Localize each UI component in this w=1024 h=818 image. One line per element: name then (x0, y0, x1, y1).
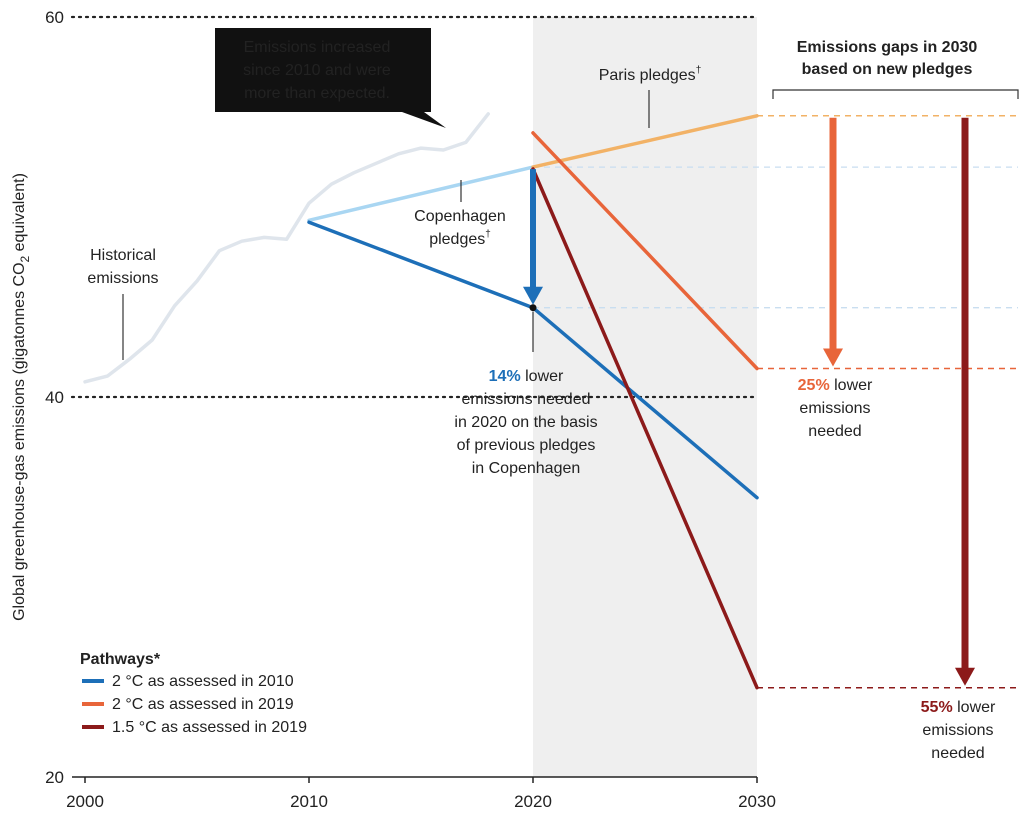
callout-box: Emissions increased since 2010 and were mo… (215, 28, 446, 128)
callout-line-2: since 2010 and were (243, 62, 391, 79)
y-tick-label-60: 60 (45, 8, 64, 27)
pathway-2c-2019-line (531, 131, 759, 371)
gap-2030-arrow-1 (823, 117, 843, 367)
gap-2020-label-line-5: in Copenhagen (472, 460, 581, 477)
gap-2020-point (529, 304, 537, 312)
gap-2020-label-line-4: of previous pledges (457, 437, 596, 454)
x-tick-label-2030: 2030 (738, 792, 776, 811)
gap-25-label-line-3: needed (808, 423, 861, 440)
gap-25-label-line-2: emissions (799, 400, 870, 417)
gap-2020-label-line-3: in 2020 on the basis (454, 414, 597, 431)
copenhagen-pledges-line (307, 165, 535, 223)
legend-title: Pathways* (80, 651, 161, 668)
callout-background (215, 28, 431, 112)
gap-2030-arrow-2-head (955, 667, 975, 686)
gaps-2030-title-line-1: Emissions gaps in 2030 (797, 39, 978, 56)
callout-pointer (402, 112, 446, 128)
x-tick-label-2010: 2010 (290, 792, 328, 811)
legend-label-3: 1.5 °C as assessed in 2019 (112, 719, 307, 736)
gap-55-label-line-2: emissions (922, 722, 993, 739)
callout-line-1: Emissions increased (244, 39, 391, 56)
y-tick-label-40: 40 (45, 388, 64, 407)
y-axis-label: Global greenhouse-gas emissions (gigaton… (11, 173, 32, 621)
gap-2020-label-line-1: 14% lower (489, 368, 564, 385)
historical-label-line-2: emissions (87, 270, 158, 287)
historical-emissions-line (83, 112, 490, 384)
copenhagen-label-line-1: Copenhagen (414, 208, 506, 225)
gap-2030-arrow-1-head (823, 348, 843, 367)
historical-label-line-1: Historical (90, 247, 156, 264)
pathway-1-5c-2019-line (531, 167, 759, 690)
callout-line-3: more than expected. (244, 85, 390, 102)
gap-55-label-line-3: needed (931, 745, 984, 762)
paris-pledges-line (531, 114, 759, 169)
paris-label: Paris pledges† (599, 65, 702, 84)
legend-label-1: 2 °C as assessed in 2010 (112, 673, 294, 690)
x-tick-label-2000: 2000 (66, 792, 104, 811)
gap-2020-arrow (523, 169, 543, 305)
gap-55-label-line-1: 55% lower (921, 699, 996, 716)
copenhagen-label-line-2: pledges† (429, 229, 491, 248)
gap-2030-arrow-2 (955, 117, 975, 686)
gap-2020-arrow-head (523, 286, 543, 305)
legend-label-2: 2 °C as assessed in 2019 (112, 696, 294, 713)
gaps-2030-bracket (772, 89, 1019, 99)
y-tick-label-20: 20 (45, 768, 64, 787)
x-tick-label-2020: 2020 (514, 792, 552, 811)
gap-25-label-line-1: 25% lower (798, 377, 873, 394)
gap-2020-label-line-2: emissions needed (462, 391, 591, 408)
gaps-2030-title-line-2: based on new pledges (802, 61, 973, 78)
